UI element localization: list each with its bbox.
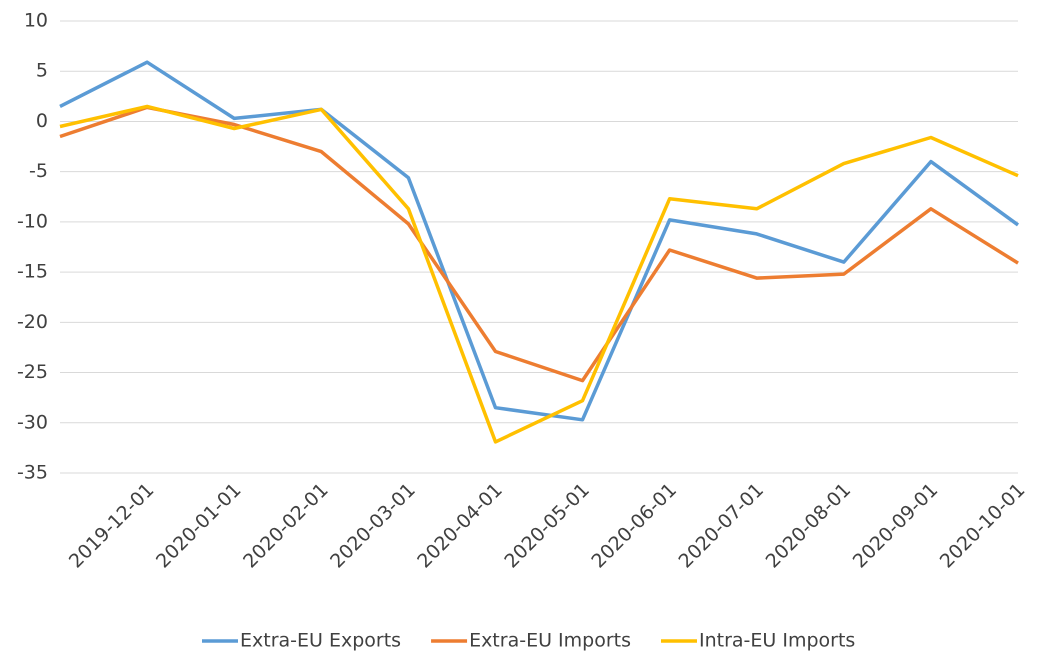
x-tick-label: 2020-09-01 — [849, 479, 943, 573]
line-series — [59, 60, 1020, 422]
y-tick-label: 5 — [36, 60, 48, 82]
x-tick-label: 2020-10-01 — [936, 479, 1030, 573]
y-tick-label: -25 — [17, 361, 48, 383]
x-tick-label: 2020-02-01 — [239, 479, 333, 573]
x-tick-label: 2020-03-01 — [326, 479, 420, 573]
y-tick-label: 10 — [24, 10, 48, 32]
x-tick-label: 2020-08-01 — [762, 479, 856, 573]
y-tick-label: -10 — [17, 210, 48, 232]
y-tick-label: 0 — [36, 110, 48, 132]
x-tick-label: 2020-01-01 — [152, 479, 246, 573]
legend-label: Extra-EU Imports — [469, 630, 631, 652]
y-tick-label: -5 — [29, 160, 48, 182]
y-tick-label: -30 — [17, 411, 48, 433]
x-tick-label: 2020-06-01 — [587, 479, 681, 573]
y-tick-label: -35 — [17, 462, 48, 484]
x-tick-label: 2020-04-01 — [413, 479, 507, 573]
x-tick-label: 2019-12-01 — [65, 479, 159, 573]
x-tick-label: 2020-05-01 — [500, 479, 594, 573]
line-series — [59, 104, 1019, 444]
y-tick-label: -20 — [17, 311, 48, 333]
line-series — [59, 105, 1019, 383]
y-tick-label: -15 — [17, 261, 48, 283]
legend-label: Intra-EU Imports — [699, 630, 855, 652]
x-tick-label: 2020-07-01 — [675, 479, 769, 573]
legend-label: Extra-EU Exports — [240, 630, 401, 652]
